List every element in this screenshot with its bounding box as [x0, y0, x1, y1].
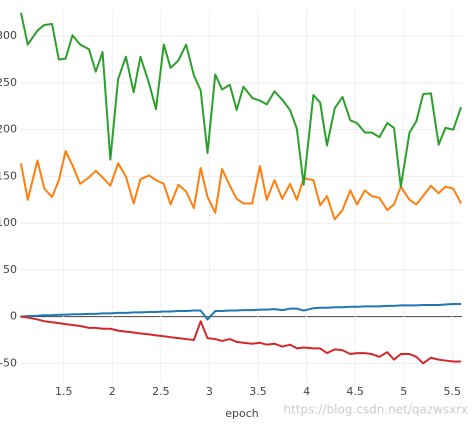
x-tick-label: 3.5 [249, 385, 267, 398]
line [19, 150, 462, 221]
x-tick-label: 4.5 [346, 385, 364, 398]
y-tick-label: 50 [3, 263, 17, 276]
x-tick-label: 2 [109, 385, 116, 398]
x-tick-label: 5 [400, 385, 407, 398]
line [20, 303, 462, 321]
y-tick-label: 250 [0, 76, 17, 89]
y-tick-label: 300 [0, 29, 17, 42]
y-tick-label: 100 [0, 216, 17, 229]
x-tick-label: 5.5 [444, 385, 462, 398]
x-axis-label: epoch [225, 407, 259, 420]
y-tick-label: -50 [0, 356, 17, 369]
y-tick-label: 200 [0, 123, 17, 136]
line [19, 12, 462, 188]
y-tick-label: 150 [0, 169, 17, 182]
watermark: https://blog.csdn.net/qazwsxrx [283, 403, 468, 417]
x-tick-label: 1.5 [55, 385, 73, 398]
x-tick-label: 3 [206, 385, 213, 398]
y-tick-label: 0 [10, 310, 17, 323]
x-tick-label: 2.5 [152, 385, 170, 398]
line [20, 315, 462, 365]
x-tick-label: 4 [303, 385, 310, 398]
